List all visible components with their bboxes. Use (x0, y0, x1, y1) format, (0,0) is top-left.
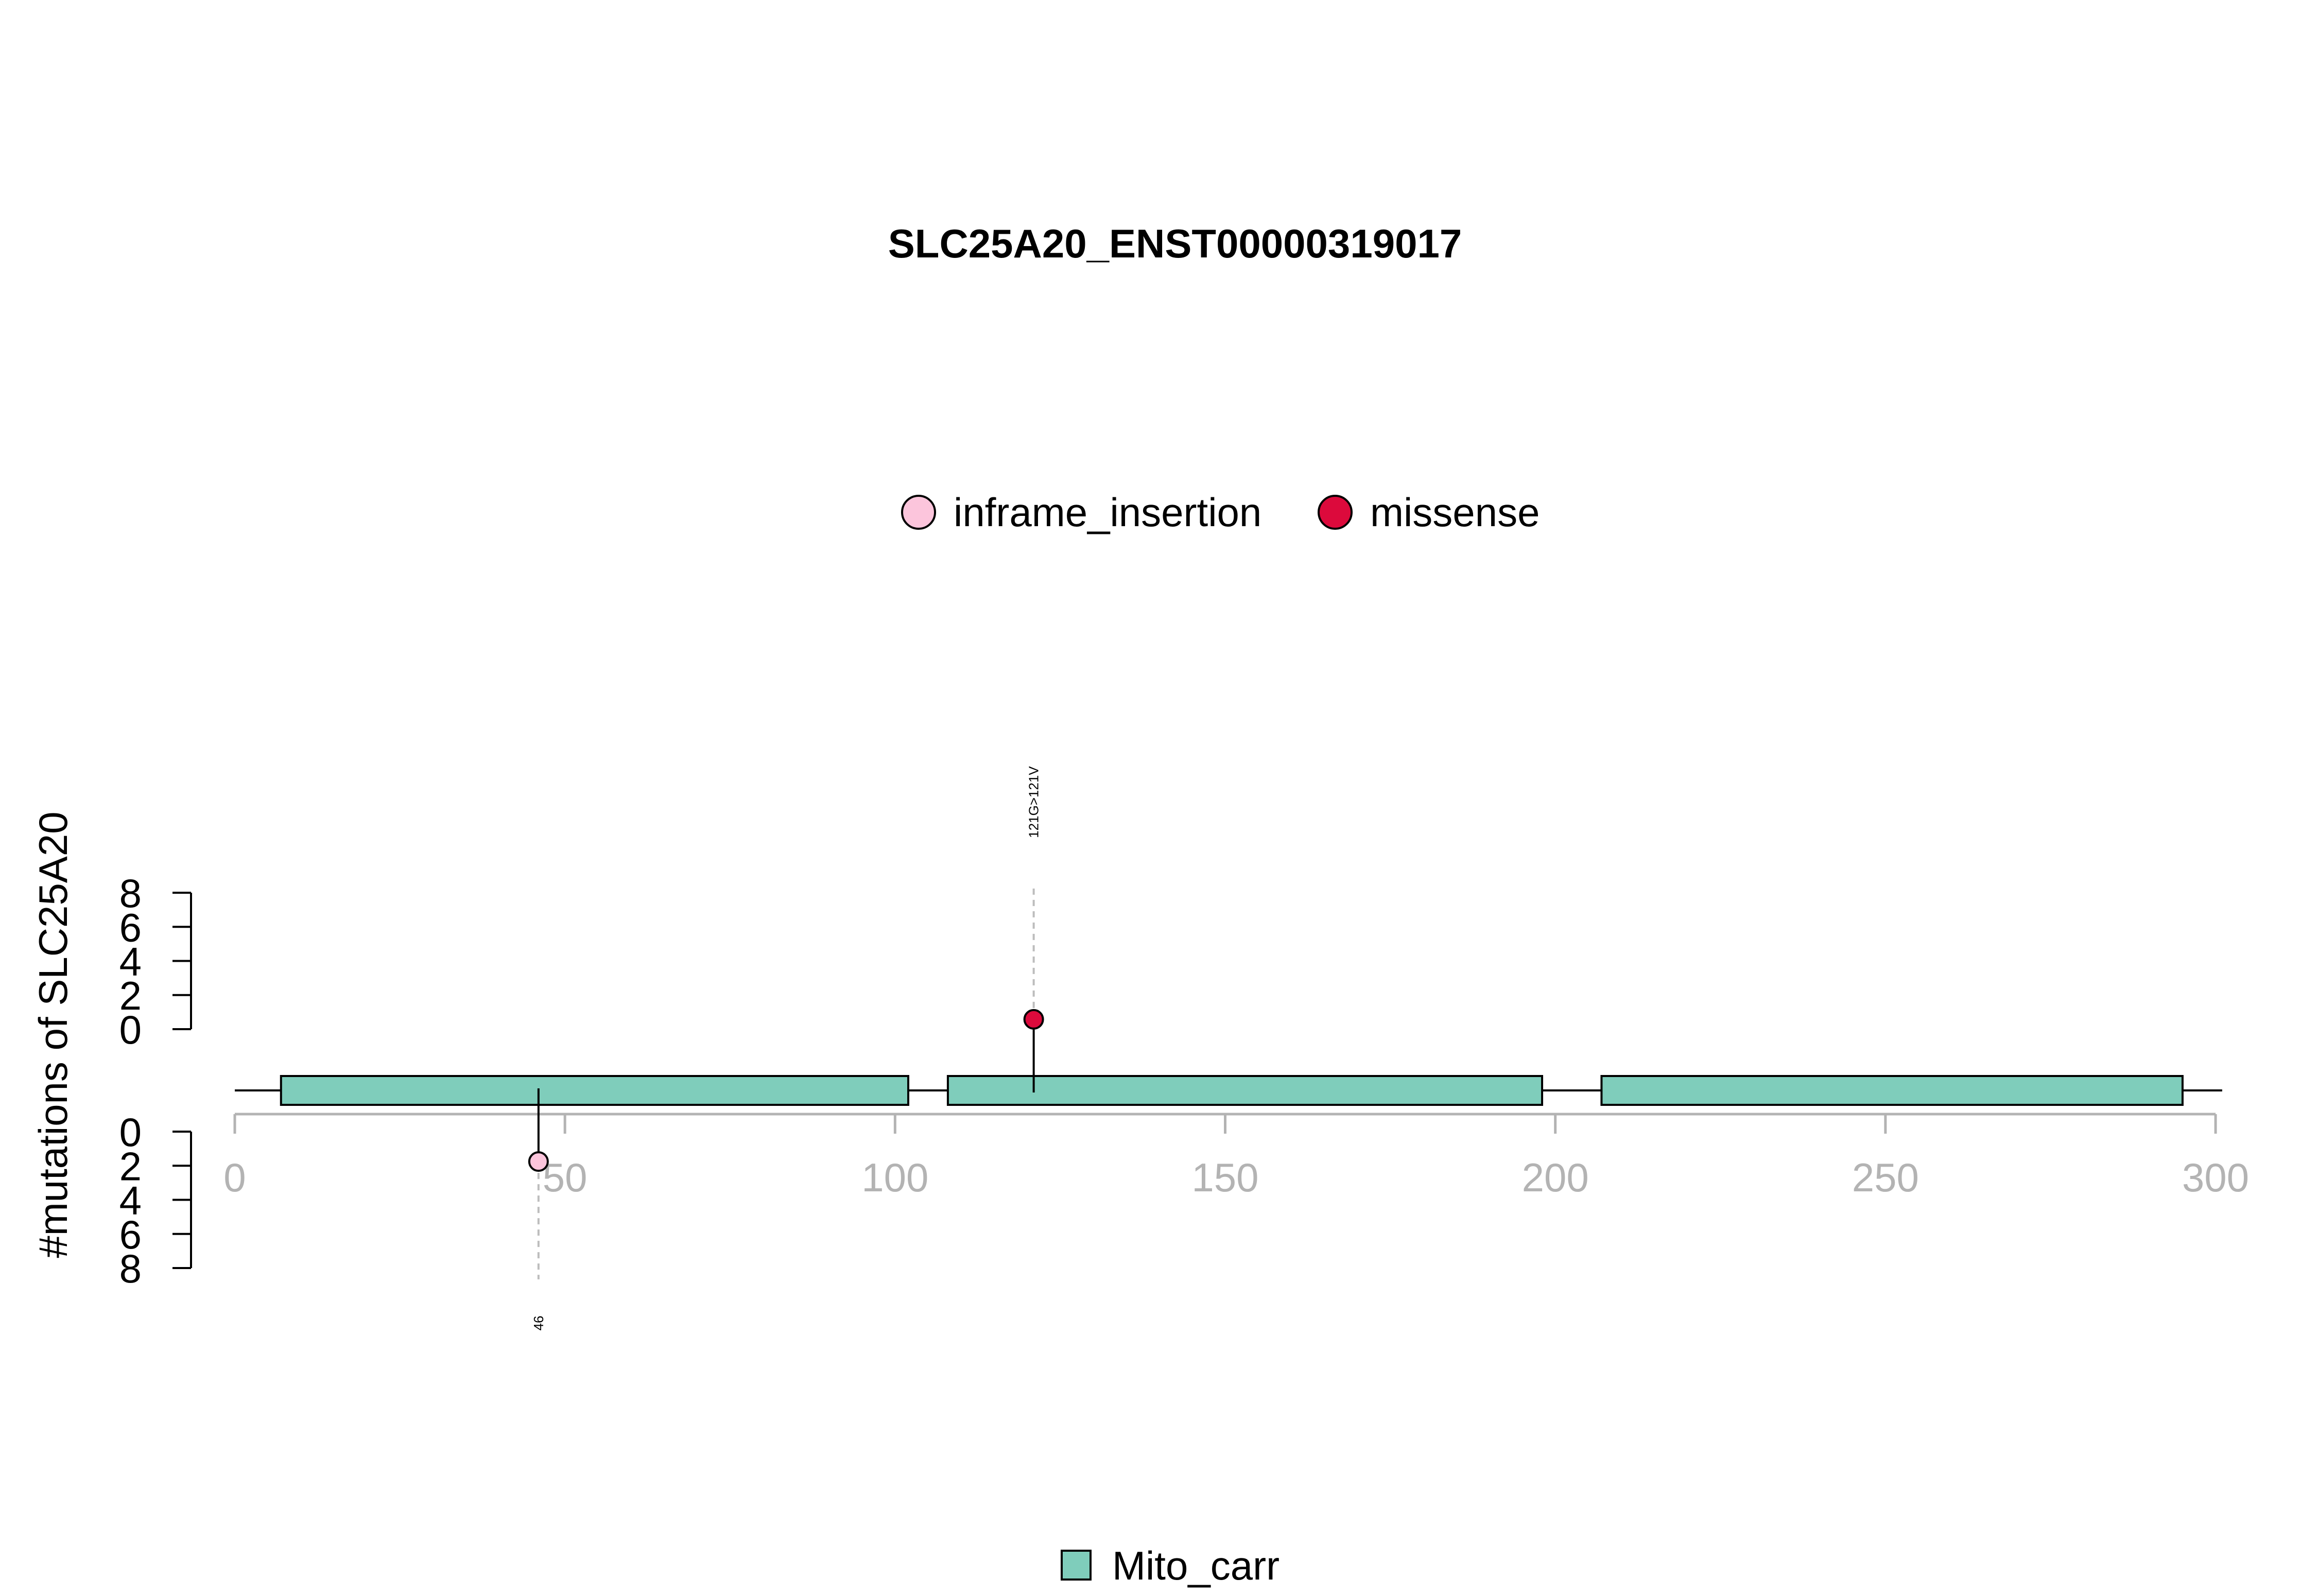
legend-marker-inframe_insertion (901, 495, 936, 530)
y-tick-lower-label: 8 (119, 1246, 142, 1291)
mutation-lollipop: 46 (528, 1088, 549, 1331)
mutation-legend-item: missense (1318, 490, 1540, 535)
domain-legend-swatch (1061, 1550, 1092, 1581)
domain-group (280, 1075, 2184, 1106)
y-tick-upper-label: 2 (119, 973, 142, 1018)
mutation-head-inframe_insertion (528, 1151, 549, 1172)
domain-legend-label: Mito_carr (1112, 1543, 1279, 1588)
mutation-legend-item: inframe_insertion (901, 490, 1261, 535)
mutation-legend: inframe_insertion missense (901, 490, 1540, 535)
x-tick-label: 50 (543, 1155, 587, 1200)
x-tick-label: 250 (1852, 1155, 1919, 1200)
domain-legend-item: Mito_carr (1061, 1543, 1279, 1588)
domain-Mito_carr (280, 1075, 909, 1106)
y-tick-upper-label: 0 (119, 1007, 142, 1052)
x-axis: 0 50 100 150 200 250 300 (223, 1113, 2249, 1200)
y-tick-lower-label: 0 (119, 1109, 142, 1155)
mutation-label: 46 (531, 1316, 546, 1331)
y-axis-label: #mutations of SLC25A20 (30, 811, 76, 1258)
mutation-head-missense (1023, 1009, 1044, 1030)
x-tick-label: 200 (1522, 1155, 1589, 1200)
legend-label-inframe_insertion: inframe_insertion (954, 490, 1261, 535)
x-tick-label: 150 (1191, 1155, 1258, 1200)
x-tick-label: 300 (2182, 1155, 2249, 1200)
domain-legend: Mito_carr (1061, 1543, 1279, 1588)
chart-title: SLC25A20_ENST00000319017 (888, 221, 1462, 266)
mutation-label: 121G>121V (1026, 766, 1042, 838)
x-tick-label: 100 (861, 1155, 928, 1200)
legend-marker-missense (1318, 495, 1353, 530)
y-tick-upper-label: 6 (119, 905, 142, 950)
mutation-lollipop: 121G>121V (1023, 766, 1044, 1092)
y-tick-lower-label: 2 (119, 1143, 142, 1189)
domain-Mito_carr (946, 1075, 1544, 1106)
x-tick-label: 0 (223, 1155, 246, 1200)
y-tick-upper-label: 8 (119, 871, 142, 916)
mutation-group: 121G>121V 46 (528, 766, 1044, 1331)
y-tick-lower-label: 6 (119, 1212, 142, 1257)
y-tick-upper-label: 4 (119, 939, 142, 984)
y-tick-lower-label: 4 (119, 1178, 142, 1223)
legend-label-missense: missense (1370, 490, 1540, 535)
domain-Mito_carr (1600, 1075, 2184, 1106)
